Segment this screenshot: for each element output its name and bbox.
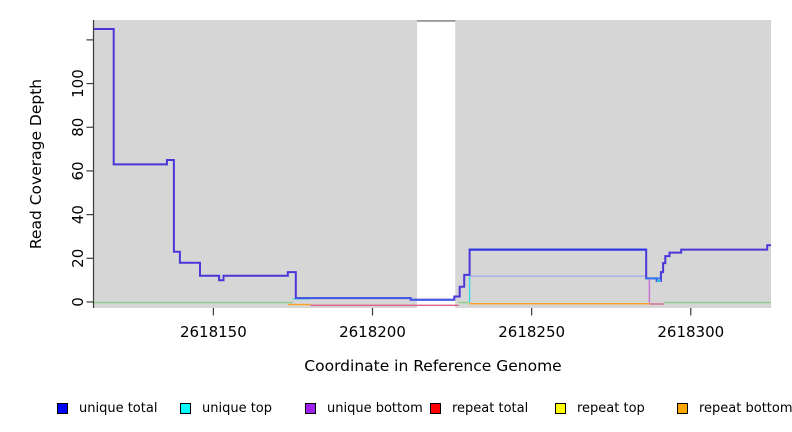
y-tick-label: 100 — [69, 69, 87, 98]
y-tick-label: 60 — [69, 161, 87, 180]
x-tick-label: 2618300 — [657, 323, 724, 341]
legend-swatch — [57, 403, 68, 414]
legend-label: repeat bottom — [699, 401, 792, 416]
legend-swatch — [555, 403, 566, 414]
y-tick-label: 20 — [69, 249, 87, 268]
legend-label: repeat total — [452, 401, 529, 416]
series-10-line — [94, 28, 771, 301]
y-axis-title: Read Coverage Depth — [27, 78, 45, 250]
series-11-line — [295, 297, 455, 301]
y-tick-label: 40 — [69, 205, 87, 224]
legend-swatch — [180, 403, 191, 414]
legend-item-unique-total: unique total — [57, 401, 157, 416]
masked-region-cap — [417, 20, 456, 22]
legend-label: unique bottom — [327, 401, 423, 416]
legend-swatch — [305, 403, 316, 414]
y-tick-label: 0 — [69, 297, 87, 307]
legend-label: unique total — [79, 401, 158, 416]
y-tick-label: 80 — [69, 118, 87, 137]
legend-item-unique-top: unique top — [180, 401, 272, 416]
legend-swatch — [677, 403, 688, 414]
masked-region — [417, 21, 456, 309]
x-tick-label: 2618200 — [339, 323, 406, 341]
legend-item-repeat-top: repeat top — [555, 401, 645, 416]
legend-label: repeat top — [577, 401, 645, 416]
legend-item-unique-bottom: unique bottom — [305, 401, 423, 416]
legend-item-repeat-bottom: repeat bottom — [677, 401, 792, 416]
legend-label: unique top — [202, 401, 273, 416]
x-tick-label: 2618150 — [180, 323, 247, 341]
legend-swatch — [430, 403, 441, 414]
x-axis-title: Coordinate in Reference Genome — [304, 357, 562, 375]
legend-item-repeat-total: repeat total — [430, 401, 528, 416]
x-tick-label: 2618250 — [498, 323, 565, 341]
